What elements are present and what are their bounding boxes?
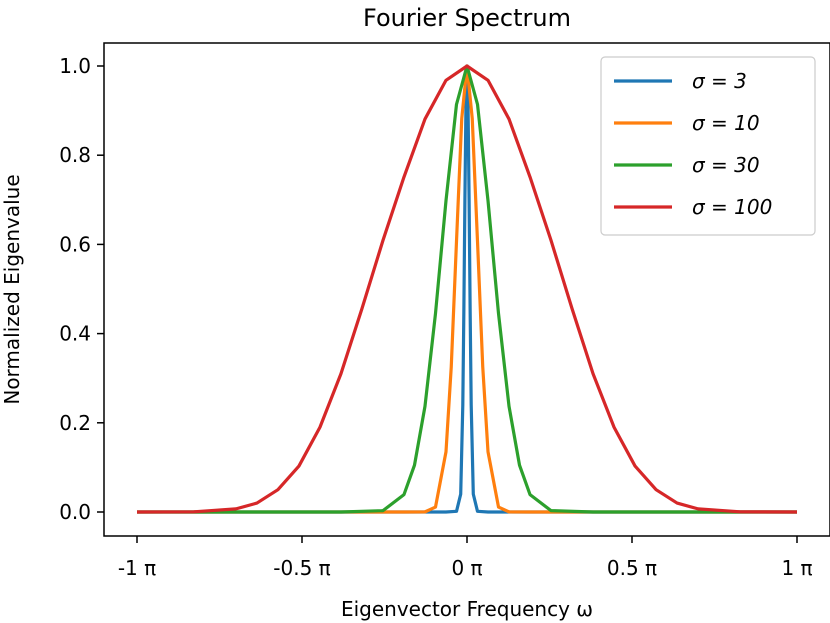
y-tick-label: 0.0 (59, 500, 91, 524)
legend-label-3: σ = 100 (692, 195, 772, 219)
legend: σ = 3 σ = 10 σ = 30 σ = 100 (600, 56, 816, 236)
y-axis-ticks: 0.0 0.2 0.4 0.6 0.8 1.0 (59, 54, 104, 524)
x-tick-label: 0 π (451, 556, 482, 580)
legend-label-0: σ = 3 (692, 69, 747, 93)
legend-box (600, 56, 816, 236)
x-tick-label: -0.5 π (273, 556, 330, 580)
y-tick-label: 0.4 (59, 322, 91, 346)
x-tick-label: -1 π (118, 556, 156, 580)
y-tick-label: 0.6 (59, 232, 91, 256)
x-axis-ticks: -1 π -0.5 π 0 π 0.5 π 1 π (118, 536, 813, 580)
x-tick-label: 1 π (781, 556, 812, 580)
x-tick-label: 0.5 π (607, 556, 657, 580)
y-tick-label: 1.0 (59, 54, 91, 78)
y-axis-label: Normalized Eigenvalue (0, 174, 24, 404)
y-tick-label: 0.8 (59, 143, 91, 167)
legend-label-2: σ = 30 (692, 153, 760, 177)
y-tick-label: 0.2 (59, 411, 91, 435)
series-layer (136, 64, 798, 514)
x-axis-label: Eigenvector Frequency ω (341, 597, 593, 621)
series-line-3 (136, 64, 798, 514)
chart-title: Fourier Spectrum (363, 4, 571, 32)
legend-label-1: σ = 10 (692, 111, 760, 135)
